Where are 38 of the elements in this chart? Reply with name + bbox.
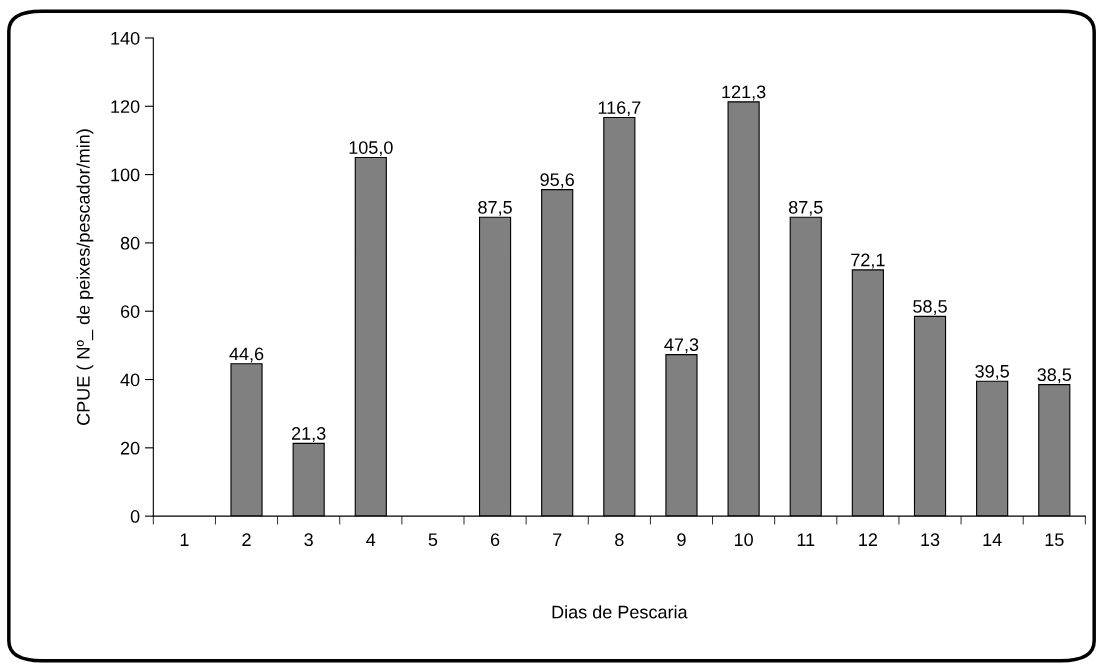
x-tick-label: 14 [983,533,1002,546]
data-label: 116,7 [598,101,641,117]
x-tick-label: 7 [553,533,562,546]
y-tick-label: 140 [111,31,140,45]
x-tick-label: 8 [615,533,624,547]
y-tick-label: 40 [120,373,140,387]
y-tick-label: 20 [120,441,140,455]
data-label: 44,6 [229,347,264,363]
data-label: 87,5 [788,200,823,216]
data-label: 21,3 [292,427,326,442]
x-tick-label: 1 [180,533,189,546]
x-tick-label: 11 [797,533,815,546]
x-tick-label: 5 [428,533,438,547]
y-tick-label: 100 [111,168,140,182]
data-label: 105,0 [349,141,393,157]
x-tick-label: 12 [859,533,878,546]
data-label: 121,3 [722,85,766,101]
y-tick-label: 60 [120,305,140,318]
x-tick-label: 4 [366,533,376,546]
x-axis-title: Dias de Pescaria [552,605,688,619]
data-label: 47,3 [664,338,699,354]
y-tick-label: 0 [130,510,140,523]
x-tick-label: 6 [490,533,500,547]
x-tick-label: 9 [677,533,686,547]
data-label: 72,1 [851,253,885,269]
data-label: 95,6 [540,173,574,189]
x-tick-label: 2 [242,533,251,546]
data-label: 38,5 [1037,368,1072,384]
y-tick-label: 80 [120,236,140,250]
x-tick-label: 13 [921,533,940,547]
data-label: 58,5 [913,299,947,315]
x-tick-label: 10 [734,533,753,547]
x-tick-label: 15 [1045,533,1064,547]
data-label: 39,5 [975,364,1009,380]
data-label: 87,5 [478,200,512,216]
y-axis-title: CPUE ( Nº_ de peixes/pescador/min) [76,129,94,425]
x-tick-label: 3 [304,533,313,547]
y-tick-label: 120 [111,100,140,113]
